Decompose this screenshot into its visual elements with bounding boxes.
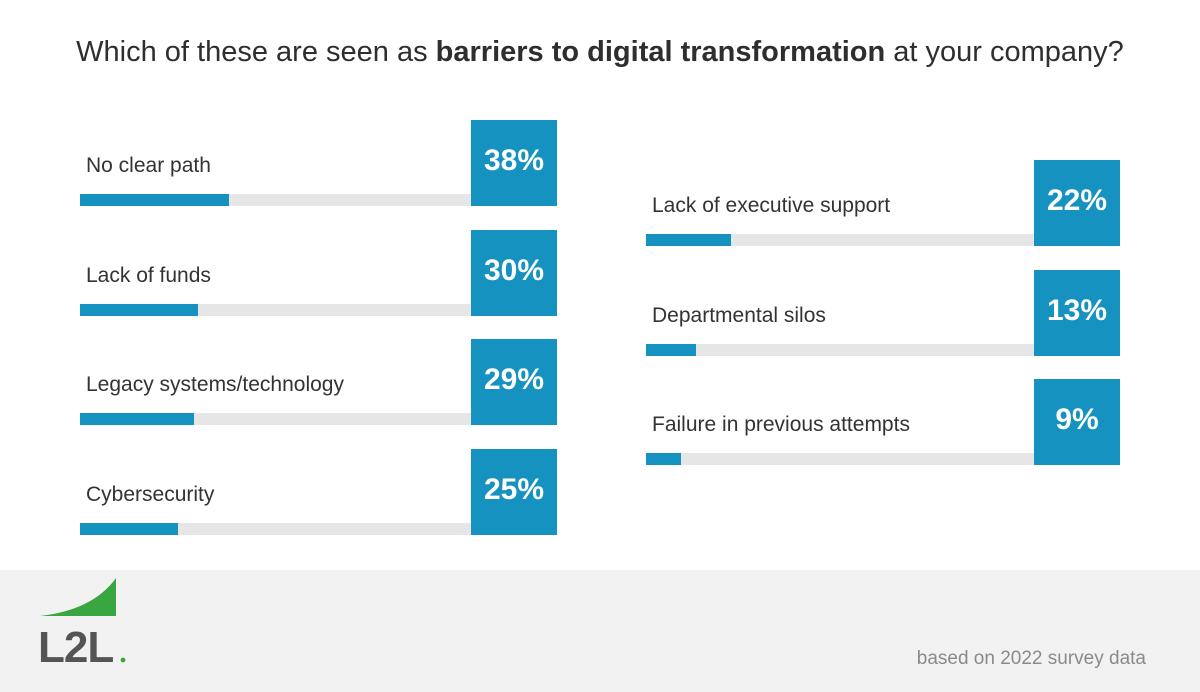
bar-value-text: 38% [483, 144, 545, 177]
bar-fill [80, 522, 178, 535]
bar-track [646, 343, 1034, 356]
chart-title: Which of these are seen as barriers to d… [0, 36, 1200, 69]
bar-value-text: 29% [483, 363, 545, 396]
bar-track [646, 234, 1034, 246]
bar-label: Failure in previous attempts [652, 413, 910, 436]
bar-value-text: 13% [1046, 293, 1108, 327]
bar-fill [646, 234, 731, 246]
bar-fill [646, 343, 696, 356]
logo-text: L2L [38, 623, 113, 668]
bar-label: Departmental silos [652, 303, 826, 327]
bar-value-label: 9% [1034, 379, 1120, 465]
bar-track [80, 522, 472, 535]
bar-fill [80, 194, 229, 206]
bar-label: No clear path [86, 154, 211, 177]
title-prefix: Which of these are seen as [76, 36, 436, 68]
bar-fill [80, 413, 194, 425]
title-suffix: at your company? [885, 36, 1124, 68]
bar-track [80, 303, 472, 316]
bar-label: Lack of executive support [652, 194, 891, 217]
bar-value-label: 29% [471, 339, 557, 425]
footer-note: based on 2022 survey data [916, 648, 1146, 669]
bar-track [80, 413, 472, 425]
logo-dot [120, 657, 126, 663]
bar-value-text: 30% [483, 253, 545, 287]
bar-value-text: 25% [483, 472, 545, 506]
bar-label: Cybersecurity [86, 482, 215, 506]
bar-label: Legacy systems/technology [86, 373, 344, 396]
bar-track [80, 194, 472, 206]
bar-value-text: 22% [1046, 184, 1108, 217]
logo-growth-icon [40, 578, 116, 616]
bar-value-label: 25% [471, 448, 557, 535]
bar-value-label: 38% [471, 120, 557, 206]
title-bold: barriers to digital transformation [435, 36, 886, 68]
bar-fill [80, 303, 198, 316]
bar-track [646, 453, 1034, 465]
bar-fill [646, 453, 681, 465]
l2l-logo: L2L [38, 578, 126, 668]
footer-band [0, 570, 1200, 692]
bar-value-label: 22% [1034, 160, 1120, 246]
bar-value-label: 13% [1034, 269, 1120, 356]
bar-value-label: 30% [471, 229, 557, 316]
bar-value-text: 9% [1055, 403, 1099, 436]
bar-label: Lack of funds [86, 263, 211, 287]
